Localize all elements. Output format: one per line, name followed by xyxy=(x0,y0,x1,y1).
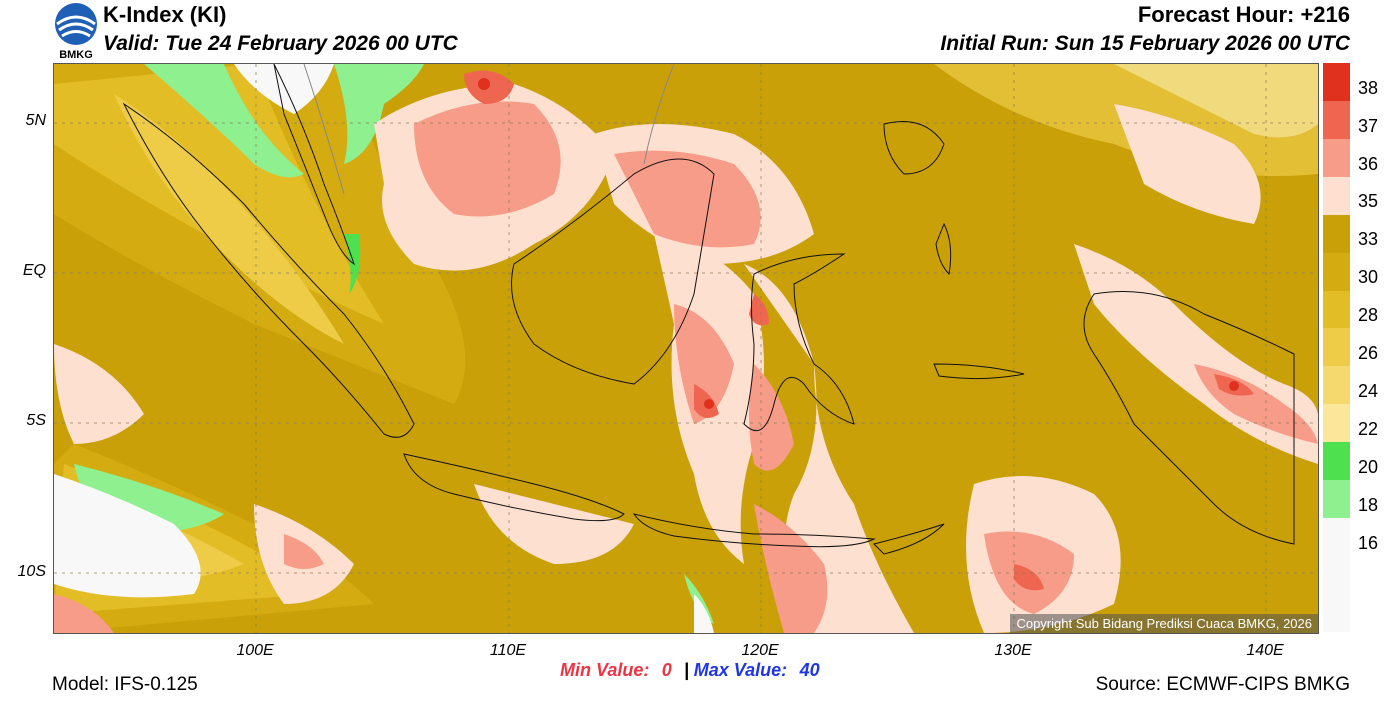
logo-text: BMKG xyxy=(59,49,93,61)
map-field xyxy=(54,64,1318,633)
min-value: 0 xyxy=(661,660,672,680)
copyright-notice: Copyright Sub Bidang Prediksi Cuaca BMKG… xyxy=(1010,614,1318,633)
colorbar-segment xyxy=(1323,138,1350,177)
valid-time: Valid: Tue 24 February 2026 00 UTC xyxy=(103,32,458,55)
coast-mindanao xyxy=(883,121,945,175)
source-label: Source: ECMWF-CIPS BMKG xyxy=(1095,674,1350,695)
bmkg-emblem-icon xyxy=(55,3,97,45)
colorbar-label: 30 xyxy=(1357,267,1379,288)
colorbar xyxy=(1323,63,1350,632)
coast-malay-peninsula xyxy=(273,64,355,266)
lon-label-100e: 100E xyxy=(236,642,274,659)
border-line xyxy=(303,64,345,195)
min-value-label: Min Value: xyxy=(560,660,650,680)
coast-java xyxy=(403,453,625,522)
colorbar-segment xyxy=(1323,518,1350,632)
chart-title: K-Index (KI) xyxy=(103,2,227,27)
coast-borneo xyxy=(511,158,715,385)
lon-label-130e: 130E xyxy=(994,642,1032,659)
coast-halmahera xyxy=(935,222,952,276)
lat-label-5s: 5S xyxy=(26,412,46,429)
lon-label-110e: 110E xyxy=(489,642,527,659)
colorbar-segment xyxy=(1323,63,1350,101)
colorbar-segment xyxy=(1323,252,1350,291)
colorbar-label: 36 xyxy=(1357,153,1379,174)
lon-label-140e: 140E xyxy=(1246,642,1284,659)
bmkg-logo: BMKG xyxy=(52,2,100,61)
min-max-separator: | xyxy=(684,660,690,680)
model-label: Model: IFS-0.125 xyxy=(52,674,198,695)
coast-timor xyxy=(873,523,945,555)
colorbar-segment xyxy=(1323,404,1350,443)
coast-seram xyxy=(933,363,1025,380)
colorbar-segment xyxy=(1323,214,1350,253)
colorbar-label: 20 xyxy=(1357,456,1379,477)
colorbar-segment xyxy=(1323,366,1350,405)
colorbar-label: 37 xyxy=(1357,115,1379,136)
forecast-hour: Forecast Hour: +216 xyxy=(1137,2,1350,27)
k-index-map: Copyright Sub Bidang Prediksi Cuaca BMKG… xyxy=(53,63,1319,634)
lat-label-eq: EQ xyxy=(22,262,46,279)
colorbar-segment xyxy=(1323,100,1350,139)
lon-label-120e: 120E xyxy=(741,642,779,659)
initial-run: Initial Run: Sun 15 February 2026 00 UTC xyxy=(940,32,1350,55)
coast-lesser-sunda xyxy=(632,513,876,548)
colorbar-label: 28 xyxy=(1357,305,1379,326)
coast-sumatra xyxy=(122,102,415,438)
colorbar-label: 22 xyxy=(1357,419,1379,440)
colorbar-label: 35 xyxy=(1357,191,1379,212)
colorbar-label: 16 xyxy=(1357,532,1379,553)
coast-sulawesi xyxy=(743,253,855,432)
max-value: 40 xyxy=(799,660,820,680)
lat-label-5n: 5N xyxy=(25,112,46,129)
colorbar-segment xyxy=(1323,480,1350,519)
colorbar-segment xyxy=(1323,290,1350,329)
lat-label-10s: 10S xyxy=(17,563,46,580)
colorbar-label: 24 xyxy=(1357,381,1379,402)
min-max-line: Min Value: 0 | Max Value: 40 xyxy=(560,660,820,681)
colorbar-segment xyxy=(1323,442,1350,481)
max-value-label: Max Value: xyxy=(693,660,788,680)
colorbar-segment xyxy=(1323,328,1350,367)
colorbar-label: 26 xyxy=(1357,343,1379,364)
colorbar-label: 18 xyxy=(1357,494,1379,515)
colorbar-label: 38 xyxy=(1357,77,1379,98)
border-line-2 xyxy=(643,64,675,165)
colorbar-label: 33 xyxy=(1357,229,1379,250)
coast-new-guinea xyxy=(1083,291,1295,545)
colorbar-segment xyxy=(1323,176,1350,215)
